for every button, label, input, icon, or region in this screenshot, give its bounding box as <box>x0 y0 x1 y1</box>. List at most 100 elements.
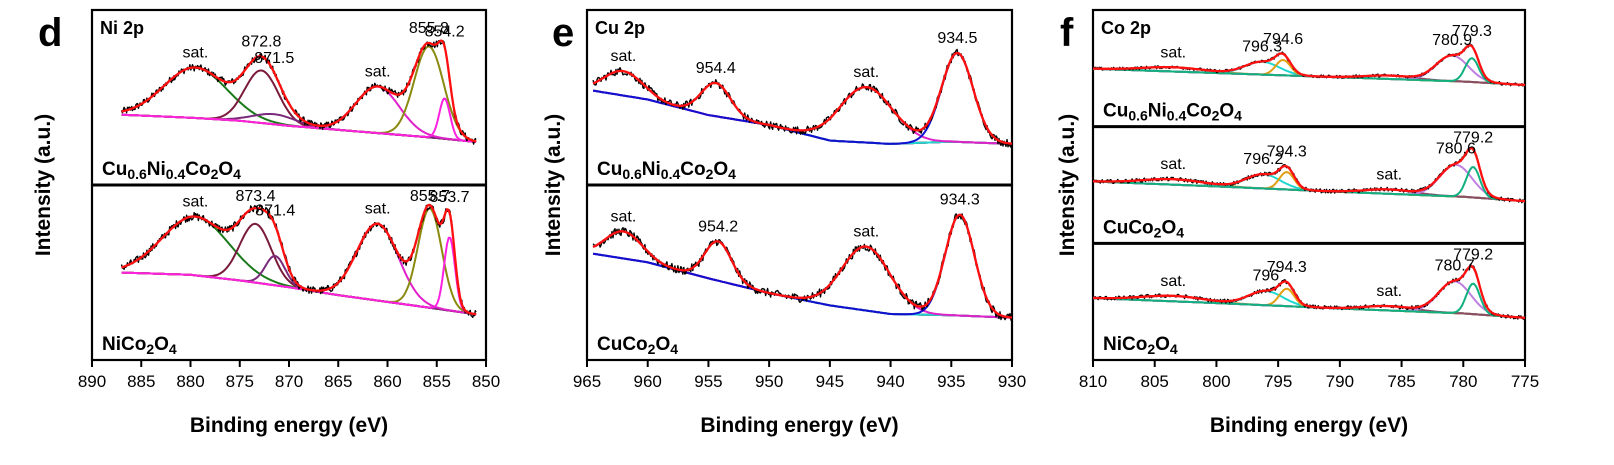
peak-label: 796.3 <box>1242 38 1282 55</box>
raw-spectrum <box>1092 263 1526 320</box>
peak-label: 796.2 <box>1243 151 1283 168</box>
x-axis-label: Binding energy (eV) <box>190 414 388 437</box>
panel-title: Ni 2p <box>100 18 144 38</box>
peak-label: sat. <box>183 194 209 211</box>
panel-e: sat. 954.4 sat. 934.5 Cu0.6Ni0.4Co2O4 sat. 954… <box>542 8 1026 437</box>
peak-label: 794.6 <box>1263 31 1303 48</box>
x-tick-label: 790 <box>1326 372 1354 391</box>
peak-label: 871.4 <box>255 203 295 220</box>
x-axis-label: Binding energy (eV) <box>700 414 898 437</box>
panel-letter: f <box>1060 11 1074 55</box>
fit-envelope <box>121 39 477 143</box>
plot-frame <box>1091 8 1527 362</box>
x-tick-label: 930 <box>998 372 1026 391</box>
peak-label: 873.4 <box>235 188 275 205</box>
raw-spectrum <box>592 213 1013 321</box>
peak-label: 872.8 <box>241 33 281 50</box>
peak-label: 934.5 <box>937 30 977 47</box>
peak-label: sat. <box>365 63 391 80</box>
y-axis-label: Intensity (a.u.) <box>32 114 55 256</box>
peak-label: sat. <box>611 48 637 65</box>
peak-label: 780.6 <box>1436 140 1476 157</box>
x-tick-label: 855 <box>423 372 451 391</box>
panel-letter: d <box>38 11 62 55</box>
x-tick-label: 865 <box>324 372 352 391</box>
fit-envelope <box>592 213 1013 319</box>
x-tick-label: 860 <box>373 372 401 391</box>
x-tick-label: 870 <box>275 372 303 391</box>
peak-label: 954.2 <box>698 218 738 235</box>
x-tick-label: 940 <box>876 372 904 391</box>
peak-label: 954.4 <box>696 60 736 77</box>
peak-label: sat. <box>1376 283 1402 300</box>
peak-label: 871.5 <box>254 50 294 67</box>
x-tick-label: 890 <box>78 372 106 391</box>
component-peak-3 <box>121 222 477 316</box>
peak-label: 780.9 <box>1432 32 1472 49</box>
peak-label: sat. <box>853 224 879 241</box>
panel-title: Cu 2p <box>595 18 645 38</box>
panel-title: Co 2p <box>1101 18 1151 38</box>
peak-label: sat. <box>183 44 209 61</box>
x-tick-label: 885 <box>127 372 155 391</box>
peak-label: sat. <box>853 64 879 81</box>
x-axis-label: Binding energy (eV) <box>1210 414 1408 437</box>
peak-label: sat. <box>611 208 637 225</box>
background-line <box>592 89 1013 145</box>
peak-label: sat. <box>365 201 391 218</box>
x-tick-label: 800 <box>1202 372 1230 391</box>
peak-label: 779.3 <box>1452 23 1492 40</box>
sample-name: NiCo2O4 <box>1103 334 1178 357</box>
x-tick-label: 945 <box>816 372 844 391</box>
x-tick-label: 955 <box>694 372 722 391</box>
x-tick-label: 960 <box>634 372 662 391</box>
component-peak-1 <box>592 240 1013 319</box>
sample-name: NiCo2O4 <box>102 334 177 357</box>
component-peak-0 <box>592 230 1013 319</box>
peak-label: 796 <box>1252 268 1279 285</box>
y-axis-label: Intensity (a.u.) <box>1056 114 1079 256</box>
fit-envelope <box>1093 146 1526 203</box>
x-tick-label: 850 <box>472 372 500 391</box>
panel-letter: e <box>552 11 574 55</box>
peak-label: sat. <box>1376 166 1402 183</box>
peak-label: 794.3 <box>1267 259 1307 276</box>
x-tick-label: 780 <box>1449 372 1477 391</box>
peak-label: 854.2 <box>425 23 465 40</box>
peak-label: 779.2 <box>1453 130 1493 147</box>
sample-name: Cu0.6Ni0.4Co2O4 <box>102 159 241 182</box>
peak-label: 780.7 <box>1435 258 1475 275</box>
component-peak-1 <box>592 81 1013 145</box>
x-tick-label: 805 <box>1141 372 1169 391</box>
x-tick-label: 795 <box>1264 372 1292 391</box>
x-tick-label: 875 <box>226 372 254 391</box>
raw-spectrum <box>1092 43 1526 87</box>
x-tick-label: 965 <box>573 372 601 391</box>
x-tick-label: 950 <box>755 372 783 391</box>
component-peak-2 <box>592 245 1013 319</box>
component-peak-5 <box>121 97 477 143</box>
component-peak-3 <box>592 213 1013 319</box>
y-axis-label: Intensity (a.u.) <box>542 114 565 256</box>
component-peak-2 <box>121 113 477 143</box>
peak-label: sat. <box>1160 156 1186 173</box>
peak-label: 934.3 <box>940 192 980 209</box>
peak-label: sat. <box>1160 44 1186 61</box>
sample-name: CuCo2O4 <box>597 334 678 357</box>
stack-1: sat. 954.2 sat. 934.3 CuCo2O4 <box>587 183 1013 357</box>
peak-label: 855.7 <box>410 188 450 205</box>
stack-0: sat. 954.4 sat. 934.5 Cu0.6Ni0.4Co2O4 <box>592 30 1013 182</box>
fit-envelope <box>1093 43 1526 87</box>
x-tick-label: 935 <box>937 372 965 391</box>
fit-envelope <box>121 203 477 316</box>
x-tick-label: 775 <box>1511 372 1539 391</box>
x-tick-label: 810 <box>1079 372 1107 391</box>
